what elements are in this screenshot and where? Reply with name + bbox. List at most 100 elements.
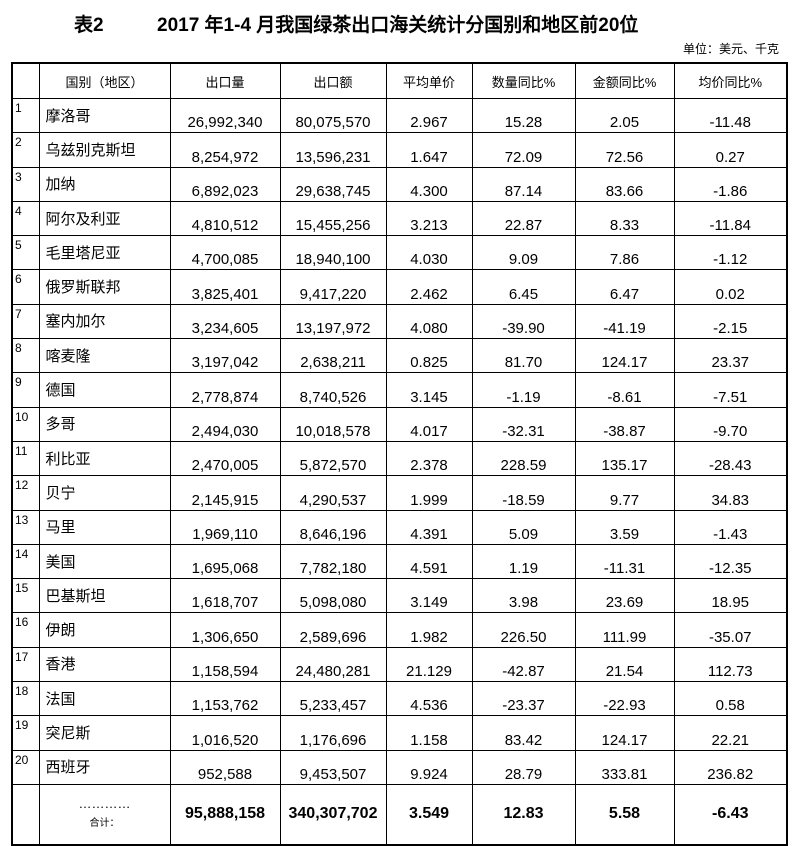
country-name: 塞内加尔 [38, 303, 171, 340]
table-cell: 3,825,401 [169, 269, 281, 305]
export-table: 国别（地区） 出口量 出口额 平均单价 数量同比% 金额同比% 均价同比% 1 摩洛哥 26,9… [11, 62, 788, 846]
table-cell: 1.982 [385, 612, 473, 648]
row-number: 12 [11, 475, 40, 511]
table-cell: -2.15 [673, 303, 788, 340]
country-name: 多哥 [38, 406, 171, 442]
table-cell: 1,153,762 [169, 681, 281, 717]
table-cell: 4,290,537 [279, 475, 387, 511]
table-cell: -11.31 [574, 543, 675, 580]
table-cell: 8.33 [574, 200, 675, 237]
country-name: 马里 [38, 509, 171, 545]
row-number: 4 [11, 200, 40, 237]
table-cell: -42.87 [471, 646, 576, 683]
country-name: 阿尔及利亚 [38, 200, 171, 237]
table-cell: 4.030 [385, 235, 473, 271]
row-number: 18 [11, 681, 40, 717]
table-row: 5 毛里塔尼亚 4,700,085 18,940,100 4.030 9.09 7.86 -1… [11, 235, 788, 271]
table-cell: 4.536 [385, 681, 473, 717]
table-cell: 124.17 [574, 715, 675, 751]
table-cell: 1.999 [385, 475, 473, 511]
country-name: 摩洛哥 [38, 97, 171, 134]
table-cell: 83.42 [471, 715, 576, 751]
table-row: 16 伊朗 1,306,650 2,589,696 1.982 226.50 111.99-… [11, 612, 788, 648]
table-cell: 124.17 [574, 338, 675, 374]
table-row: 7 塞内加尔 3,234,605 13,197,972 4.080 -39.90 -41.1… [11, 303, 788, 340]
table-cell: 111.99 [574, 612, 675, 648]
table-cell: 29,638,745 [279, 166, 387, 202]
total-value: 95,888,158 [169, 783, 281, 846]
table-row: 20 西班牙 952,588 9,453,507 9.924 28.79 333.81 236… [11, 749, 788, 785]
table-cell: 72.56 [574, 132, 675, 168]
table-cell: 0.02 [673, 269, 788, 305]
table-cell: 228.59 [471, 440, 576, 477]
table-cell: -41.19 [574, 303, 675, 340]
table-cell: -8.61 [574, 372, 675, 408]
table-cell: 26,992,340 [169, 97, 281, 134]
table-cell: 18,940,100 [279, 235, 387, 271]
row-number: 8 [11, 338, 40, 374]
table-cell: 2,589,696 [279, 612, 387, 648]
row-number: 2 [11, 132, 40, 168]
table-cell: 1.19 [471, 543, 576, 580]
table-cell: 8,740,526 [279, 372, 387, 408]
country-name: 利比亚 [38, 440, 171, 477]
table-cell: -35.07 [673, 612, 788, 648]
row-number: 9 [11, 372, 40, 408]
table-cell: 10,018,578 [279, 406, 387, 442]
table-cell: 23.69 [574, 578, 675, 614]
row-number: 14 [11, 543, 40, 580]
table-cell: 22.87 [471, 200, 576, 237]
table-cell [11, 783, 40, 846]
table-cell: 6.45 [471, 269, 576, 305]
table-row: 15 巴基斯坦 1,618,707 5,098,080 3.149 3.98 23.69 18… [11, 578, 788, 614]
table-cell: 21.129 [385, 646, 473, 683]
table-cell: 1,695,068 [169, 543, 281, 580]
table-cell: 1,618,707 [169, 578, 281, 614]
table-cell: -28.43 [673, 440, 788, 477]
table-cell: 34.83 [673, 475, 788, 511]
table-cell: 5,872,570 [279, 440, 387, 477]
column-header: 出口额 [279, 62, 387, 99]
table-cell: 1.647 [385, 132, 473, 168]
table-cell: 3,234,605 [169, 303, 281, 340]
table-cell: -1.12 [673, 235, 788, 271]
table-cell: 4.080 [385, 303, 473, 340]
column-header: 数量同比% [471, 62, 576, 99]
table-cell: 9.09 [471, 235, 576, 271]
column-header: 平均单价 [385, 62, 473, 99]
table-cell: 2.967 [385, 97, 473, 134]
table-cell: -1.19 [471, 372, 576, 408]
table-cell: 13,596,231 [279, 132, 387, 168]
table-cell: 5,233,457 [279, 681, 387, 717]
table-cell: 28.79 [471, 749, 576, 785]
column-header: 金额同比% [574, 62, 675, 99]
total-label: ………… 合计： [38, 783, 171, 846]
table-cell: -23.37 [471, 681, 576, 717]
table-cell: -9.70 [673, 406, 788, 442]
row-number: 7 [11, 303, 40, 340]
table-cell: 1,176,696 [279, 715, 387, 751]
country-name: 加纳 [38, 166, 171, 202]
row-number: 20 [11, 749, 40, 785]
table-cell: 0.27 [673, 132, 788, 168]
table-cell: 4.017 [385, 406, 473, 442]
row-number: 10 [11, 406, 40, 442]
total-value: 5.58 [574, 783, 675, 846]
table-row: 12 贝宁 2,145,915 4,290,537 1.999 -18.59 9.77 34.… [11, 475, 788, 511]
table-cell: 333.81 [574, 749, 675, 785]
table-cell: -39.90 [471, 303, 576, 340]
table-cell: -7.51 [673, 372, 788, 408]
table-cell: 2.05 [574, 97, 675, 134]
table-row: 4 阿尔及利亚 4,810,512 15,455,256 3.213 22.87 8.33-… [11, 200, 788, 237]
total-value: 340,307,702 [279, 783, 387, 846]
table-row: 8 喀麦隆 3,197,042 2,638,211 0.825 81.70 124.17 23… [11, 338, 788, 374]
row-number: 6 [11, 269, 40, 305]
table-cell: 4.591 [385, 543, 473, 580]
table-row: 13 马里 1,969,110 8,646,196 4.391 5.09 3.59 -1.43 [11, 509, 788, 545]
table-cell: 6.47 [574, 269, 675, 305]
table-row: 9 德国 2,778,874 8,740,526 3.145 -1.19 -8.61 -7.5… [11, 372, 788, 408]
table-cell: 22.21 [673, 715, 788, 751]
column-header: 国别（地区） [38, 62, 171, 99]
table-cell: 4.300 [385, 166, 473, 202]
table-cell: 9,417,220 [279, 269, 387, 305]
